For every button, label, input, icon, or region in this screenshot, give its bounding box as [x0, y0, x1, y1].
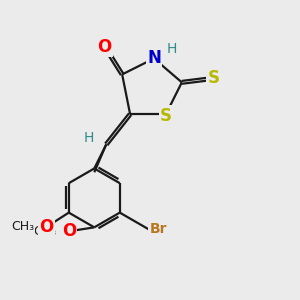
Text: S: S	[208, 69, 220, 87]
Text: O: O	[39, 218, 54, 236]
Text: S: S	[160, 107, 172, 125]
Text: N: N	[147, 50, 161, 68]
Text: O: O	[98, 38, 112, 56]
Text: CH₃: CH₃	[11, 220, 34, 233]
Text: CH₃: CH₃	[33, 225, 56, 238]
Text: H: H	[83, 131, 94, 145]
Text: Br: Br	[149, 222, 167, 236]
Text: O: O	[62, 222, 76, 240]
Text: H: H	[166, 42, 177, 56]
